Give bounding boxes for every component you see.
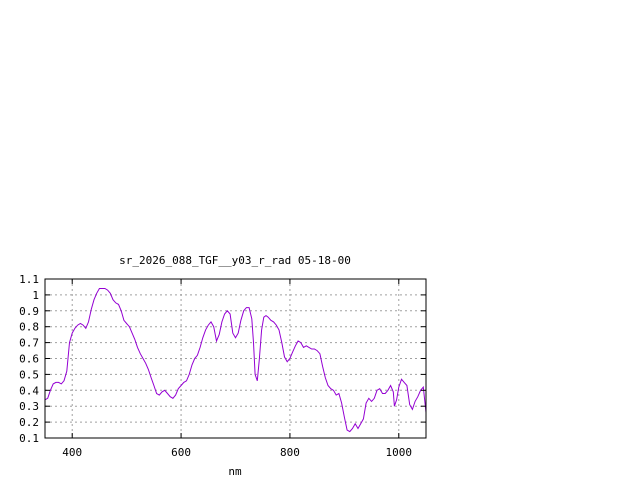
series-line: [44, 288, 427, 433]
y-tick-label: 0.7: [19, 337, 39, 350]
chart-title: sr_2026_088_TGF__y03_r_rad 05-18-00: [119, 254, 351, 267]
y-tick-label: 0.8: [19, 321, 39, 334]
x-tick-label: 1000: [386, 446, 413, 459]
y-tick-label: 1.1: [19, 273, 39, 286]
grid: [45, 279, 426, 438]
y-tick-label: 0.1: [19, 432, 39, 445]
x-axis: 400 600 800 1000: [62, 279, 412, 459]
x-tick-label: 400: [62, 446, 82, 459]
y-tick-label: 0.3: [19, 400, 39, 413]
y-tick-label: 0.5: [19, 368, 39, 381]
y-tick-label: 0.6: [19, 353, 39, 366]
x-tick-label: 800: [280, 446, 300, 459]
y-axis: 0.1 0.2 0.3 0.4 0.5 0.6 0.7 0.8 0.9 1 1.1: [19, 273, 426, 445]
series-layer: [44, 288, 427, 433]
x-tick-label: 600: [171, 446, 191, 459]
x-axis-label: nm: [228, 465, 242, 478]
y-tick-label: 1: [32, 289, 39, 302]
y-tick-label: 0.2: [19, 416, 39, 429]
y-tick-label: 0.9: [19, 305, 39, 318]
y-tick-label: 0.4: [19, 384, 39, 397]
